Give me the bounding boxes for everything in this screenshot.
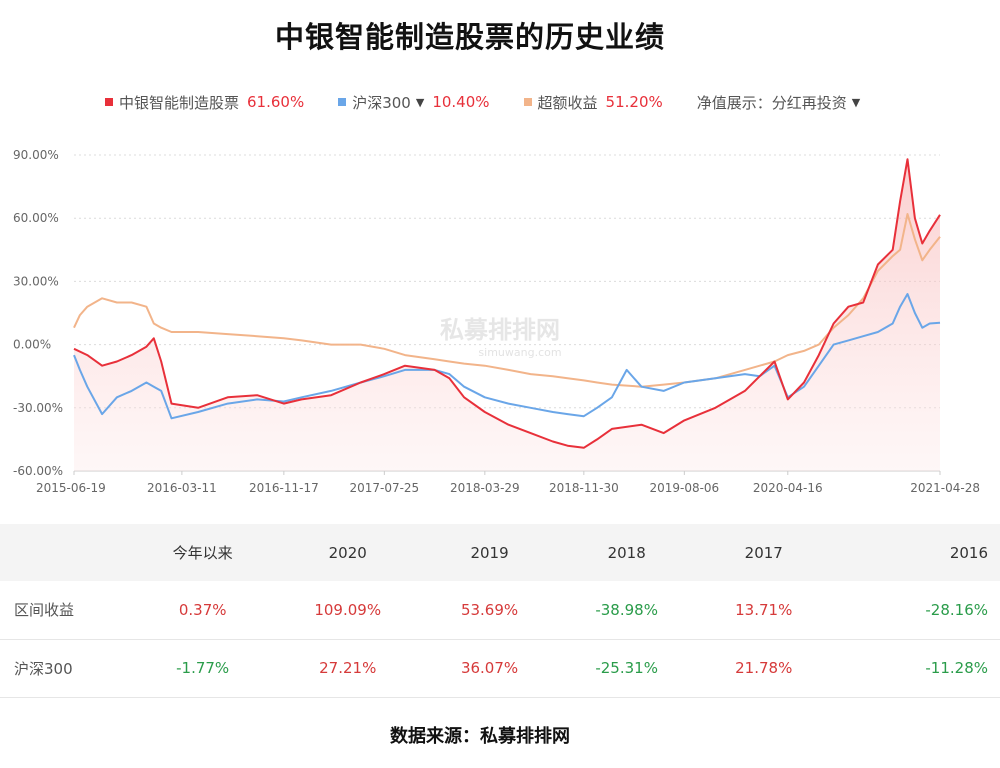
stats-cell: 21.78% xyxy=(735,659,793,677)
watermark-text: 私募排排网 xyxy=(440,316,560,344)
x-tick-label: 2015-06-19 xyxy=(36,481,106,495)
index-line xyxy=(73,293,941,420)
legend-value-fund: 61.60% xyxy=(247,93,305,111)
legend-label-fund: 中银智能制造股票 xyxy=(119,93,240,112)
stats-cell: 36.07% xyxy=(460,659,519,677)
x-tick-label: 2017-07-25 xyxy=(349,481,419,495)
stats-row-label: 沪深300 xyxy=(14,659,73,678)
chevron-down-icon[interactable]: ▼ xyxy=(415,95,425,109)
stats-header-2016: 2016 xyxy=(949,543,988,562)
legend-label-excess: 超额收益 xyxy=(537,93,598,112)
legend-value-index: 10.40% xyxy=(432,93,490,111)
legend: 中银智能制造股票 61.60% 沪深300 ▼ 10.40% 超额收益 51.2… xyxy=(105,90,860,114)
stats-row-index: 沪深300 -1.77% 27.21% 36.07% -25.31% 21.78… xyxy=(0,639,1000,697)
x-tick-label: 2019-08-06 xyxy=(649,481,719,495)
stats-table: 今年以来 2020 2019 2018 2017 2016 区间收益 0.37%… xyxy=(0,524,1000,698)
legend-item-index[interactable]: 沪深300 ▼ 10.40% xyxy=(338,92,490,113)
chevron-down-icon[interactable]: ▼ xyxy=(851,95,861,109)
stats-cell: -25.31% xyxy=(595,659,658,677)
stats-cell: -38.98% xyxy=(595,600,658,619)
stats-header-corner xyxy=(0,524,134,581)
nav-display-label: 净值展示：分红再投资 xyxy=(696,93,847,112)
x-tick-label: 2020-04-16 xyxy=(753,481,823,495)
x-tick-label: 2016-03-11 xyxy=(147,481,217,495)
legend-item-excess[interactable]: 超额收益 51.20% xyxy=(523,92,663,113)
y-tick-label: 0.00% xyxy=(13,338,51,352)
chart-title: 中银智能制造股票的历史业绩 xyxy=(274,20,665,54)
y-tick-label: 90.00% xyxy=(13,148,59,162)
nav-display-dropdown[interactable]: 净值展示：分红再投资 ▼ xyxy=(697,92,860,113)
fund-area-fill xyxy=(74,159,940,471)
stats-cell: 13.71% xyxy=(735,600,793,619)
stats-header-2020: 2020 xyxy=(328,543,367,562)
excess-line xyxy=(73,213,941,388)
legend-value-excess: 51.20% xyxy=(605,93,663,111)
data-source: 数据来源：私募排排网 xyxy=(390,726,570,747)
legend-swatch-fund xyxy=(105,98,113,106)
stats-header-row: 今年以来 2020 2019 2018 2017 2016 xyxy=(0,524,1000,581)
stats-header-2018: 2018 xyxy=(607,543,646,562)
stats-cell: 27.21% xyxy=(319,659,377,677)
stats-cell: -28.16% xyxy=(925,600,988,619)
line-chart: 90.00% 60.00% 30.00% 0.00% -30.00% -60.00% 201… xyxy=(13,148,980,495)
stats-cell: 0.37% xyxy=(178,600,227,619)
y-tick-label: -60.00% xyxy=(13,464,63,478)
legend-label-index: 沪深300 xyxy=(352,93,411,112)
y-tick-label: 60.00% xyxy=(13,211,59,225)
watermark-subtext: simuwang.com xyxy=(478,346,561,359)
stats-header-ytd: 今年以来 xyxy=(172,544,233,562)
stats-row-label: 区间收益 xyxy=(14,601,75,620)
fund-line xyxy=(73,158,941,449)
y-tick-label: -30.00% xyxy=(13,401,63,415)
stats-cell: 53.69% xyxy=(460,600,519,619)
legend-swatch-index xyxy=(338,98,347,106)
y-tick-label: 30.00% xyxy=(13,274,59,288)
x-tick-label: 2021-04-28 xyxy=(910,481,980,495)
legend-swatch-excess xyxy=(523,98,532,106)
stats-cell: -1.77% xyxy=(176,659,230,677)
stats-header-2017: 2017 xyxy=(744,543,783,562)
x-tick-label: 2018-03-29 xyxy=(450,481,520,495)
stats-cell: -11.28% xyxy=(925,659,988,677)
x-tick-label: 2016-11-17 xyxy=(249,481,319,495)
stats-header-2019: 2019 xyxy=(470,543,509,562)
x-tick-label: 2018-11-30 xyxy=(549,481,619,495)
stats-row-fund: 区间收益 0.37% 109.09% 53.69% -38.98% 13.71%… xyxy=(0,581,1000,639)
legend-item-fund[interactable]: 中银智能制造股票 61.60% xyxy=(105,92,304,113)
stats-cell: 109.09% xyxy=(314,600,382,619)
